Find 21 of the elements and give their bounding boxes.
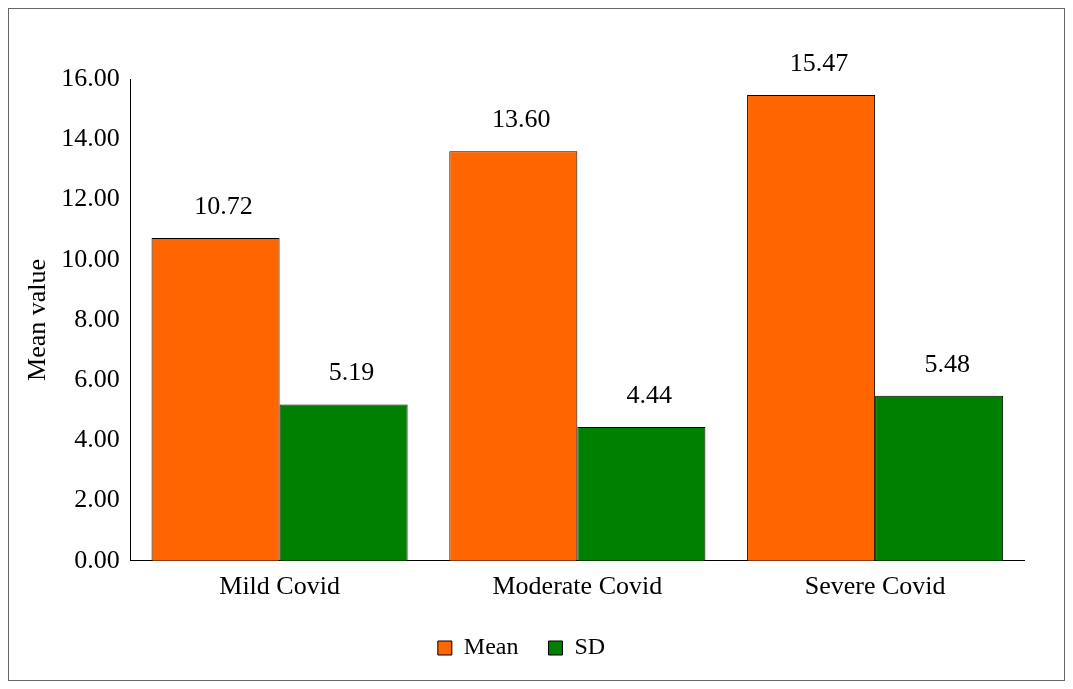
legend-label: Mean — [463, 633, 519, 660]
y-tick-label: 16.00 — [61, 62, 120, 92]
y-tick-label: 8.00 — [74, 303, 120, 333]
x-tick-label: Severe Covid — [804, 571, 946, 601]
y-tick-label: 12.00 — [61, 183, 120, 213]
y-tick-label: 4.00 — [74, 424, 120, 454]
data-label: 10.72 — [194, 190, 253, 220]
y-tick-label: 2.00 — [74, 484, 120, 514]
x-tick-label: Mild Covid — [219, 571, 340, 601]
y-tick-label: 0.00 — [74, 544, 120, 574]
data-label: 5.48 — [924, 348, 970, 378]
data-label: 4.44 — [626, 379, 673, 409]
y-tick-label: 6.00 — [74, 363, 120, 393]
data-label: 15.47 — [789, 47, 849, 77]
y-tick-label: 14.00 — [61, 123, 120, 153]
x-tick-label: Moderate Covid — [492, 571, 663, 601]
data-label: 5.19 — [328, 357, 375, 387]
legend-label: SD — [574, 633, 606, 660]
y-tick-label: 10.00 — [61, 243, 120, 273]
data-label: 13.60 — [492, 104, 551, 134]
y-axis-title: Mean value — [22, 258, 52, 381]
